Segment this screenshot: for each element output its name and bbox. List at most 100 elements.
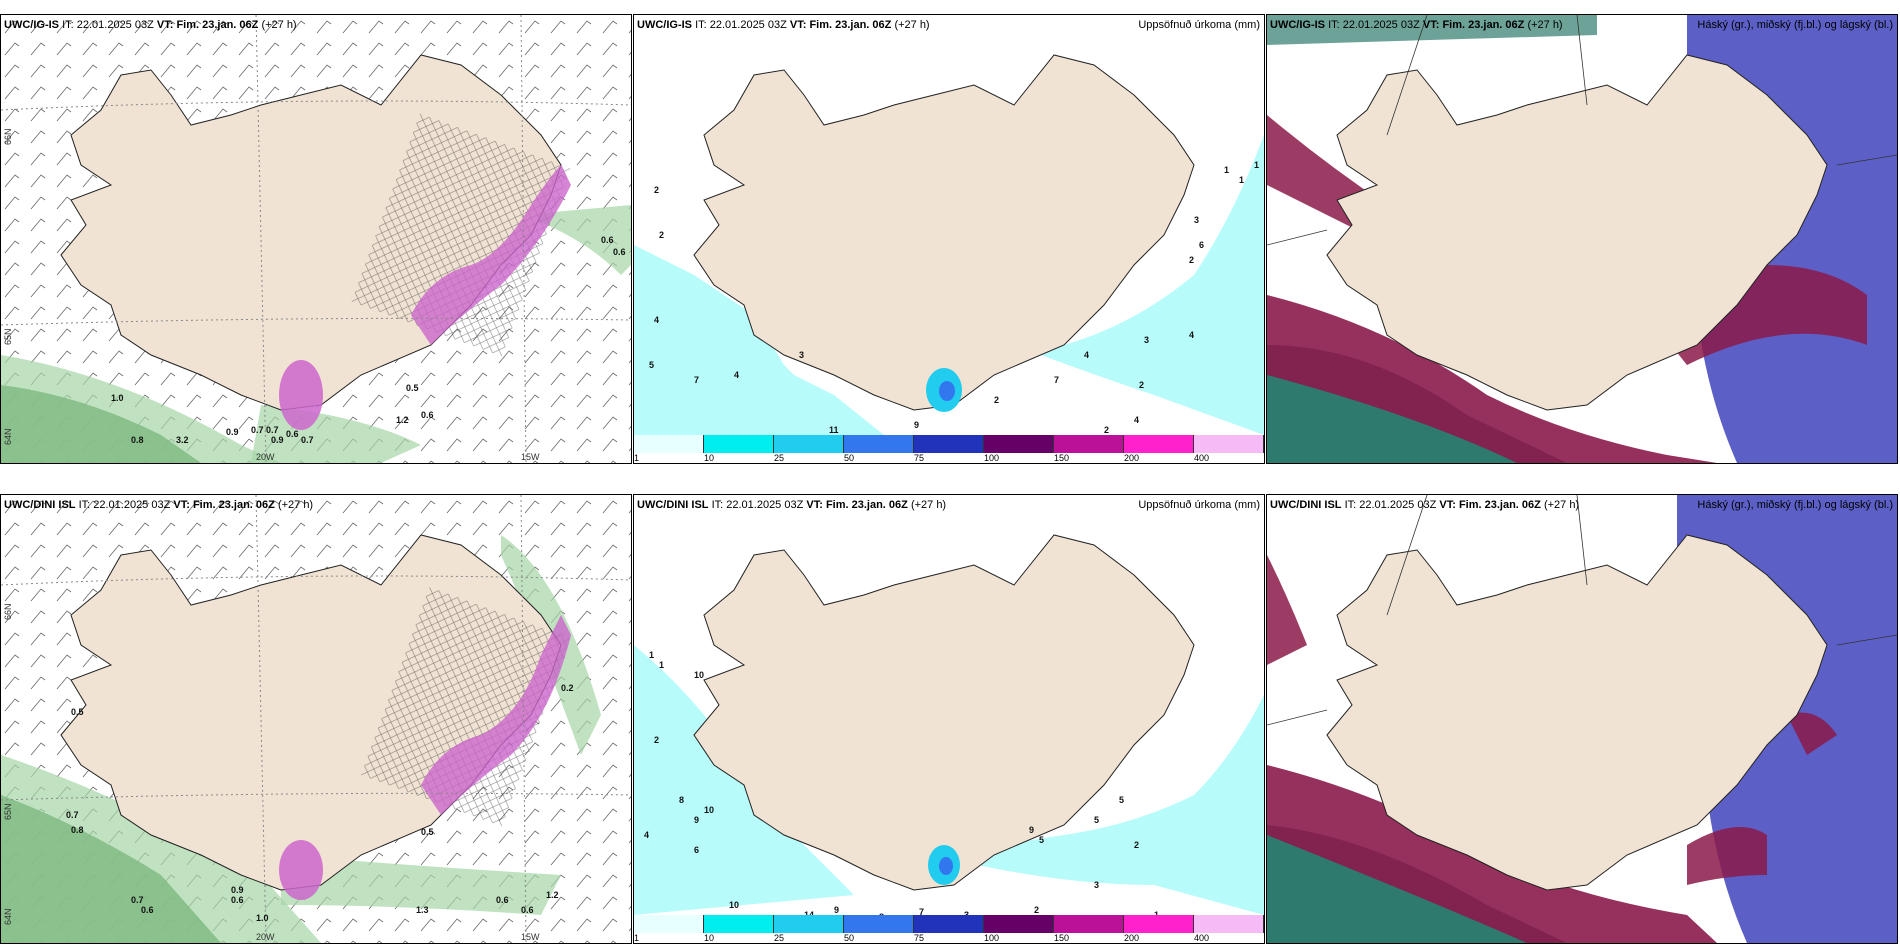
map-value-label: 9 (1029, 825, 1035, 835)
map-value-label: 4 (1084, 350, 1090, 360)
vt-label: VT: (789, 19, 807, 31)
map-value-label: 0.5 (406, 383, 419, 393)
map-value-label: 7 (1054, 375, 1060, 385)
map-value-label: 0.9 (226, 427, 239, 437)
map-value-label: 0.6 (421, 410, 434, 420)
map-value-label: 0.6 (521, 905, 534, 915)
map-value-label: 0.9 (231, 885, 244, 895)
map-value-label: 1 (1254, 160, 1260, 170)
cloud-map (1267, 495, 1897, 943)
lon-label-20w: 20W (256, 932, 275, 942)
panel-header: UWC/IG-IS IT: 22.01.2025 03Z VT: Fim. 23… (4, 19, 297, 31)
map-value-label: 0.9 (271, 435, 284, 445)
map-value-label: 10 (704, 805, 715, 815)
lat-label-65n: 65N (3, 803, 13, 820)
colorbar: 1 10 25 50 75 100 150 200 400 (634, 915, 1264, 943)
lat-label-64n: 64N (3, 428, 13, 445)
colorbar-tick: 1 (634, 453, 640, 463)
map-value-label: 3 (1194, 215, 1200, 225)
map-value-label: 9 (694, 815, 700, 825)
colorbar-tick: 100 (984, 453, 1000, 463)
colorbar-tick: 150 (1054, 453, 1070, 463)
map-value-label: 0.7 (131, 895, 144, 905)
vt-label: VT: (156, 19, 174, 31)
map-value-label: 2 (1104, 425, 1110, 435)
map-value-label: 3 (799, 350, 805, 360)
colorbar-segment (914, 435, 984, 453)
map-value-label: 4 (644, 830, 650, 840)
map-value-label: 2 (1134, 840, 1140, 850)
cloud-title: Háský (gr.), miðský (fj.bl.) og lágský (… (1697, 499, 1893, 511)
map-value-label: 3.2 (176, 435, 189, 445)
map-value-label: 0.2 (561, 683, 574, 693)
lead-time: (+27 h) (1543, 499, 1580, 511)
map-value-label: 2 (659, 230, 665, 240)
wind-map (1, 15, 631, 463)
panel-header: UWC/IG-IS IT: 22.01.2025 03Z VT: Fim. 23… (1270, 19, 1563, 31)
lat-label-64n: 64N (3, 908, 13, 925)
lead-time: (+27 h) (894, 19, 930, 31)
vt-label: VT: (1439, 499, 1456, 511)
map-value-label: 1.3 (416, 905, 429, 915)
it-label: IT: (78, 499, 91, 511)
map-value-label: 5 (1119, 795, 1125, 805)
map-value-label: 0.7 (266, 425, 279, 435)
map-value-label: 0.5 (71, 707, 84, 717)
map-value-label: 0.8 (71, 825, 84, 835)
vt-value: Fim. 23.jan. 06Z (1442, 19, 1525, 31)
map-value-label: 4 (654, 315, 660, 325)
it-value: 22.01.2025 03Z (1342, 19, 1420, 31)
wind-panel-dini: UWC/DINI ISL IT: 22.01.2025 03Z VT: Fim.… (0, 494, 632, 944)
colorbar-segment (704, 435, 774, 453)
colorbar-tick: 400 (1194, 933, 1210, 943)
colorbar-tick: 75 (914, 933, 925, 943)
colorbar-segment (984, 915, 1054, 933)
it-value: 22.01.2025 03Z (1359, 499, 1437, 511)
colorbar-tick: 25 (774, 453, 785, 463)
map-value-label: 1 (1224, 165, 1230, 175)
colorbar-tick: 75 (914, 453, 925, 463)
map-value-label: 4 (1189, 330, 1195, 340)
colorbar-segment (1194, 435, 1264, 453)
colorbar-tick: 50 (844, 453, 855, 463)
cloud-panel-igis: UWC/IG-IS IT: 22.01.2025 03Z VT: Fim. 23… (1266, 14, 1898, 464)
map-value-label: 7 (919, 907, 925, 917)
map-value-label: 1 (649, 650, 655, 660)
colorbar-segment (634, 435, 704, 453)
map-value-label: 4 (734, 370, 740, 380)
map-value-label: 0.6 (286, 429, 299, 439)
lat-label-66n: 66N (3, 128, 13, 145)
vt-value: Fim. 23.jan. 06Z (1458, 499, 1541, 511)
map-value-label: 0.8 (131, 435, 144, 445)
colorbar-segment (984, 435, 1054, 453)
map-value-label: 10 (729, 900, 740, 910)
colorbar-tick: 200 (1124, 933, 1140, 943)
panel-header: UWC/DINI ISL IT: 22.01.2025 03Z VT: Fim.… (637, 499, 946, 511)
wind-panel-igis: UWC/IG-IS IT: 22.01.2025 03Z VT: Fim. 23… (0, 14, 632, 464)
map-value-label: 8 (679, 795, 685, 805)
colorbar-segment (844, 915, 914, 933)
colorbar-tick: 50 (844, 933, 855, 943)
model-name: UWC/IG-IS (1270, 19, 1325, 31)
map-value-label: 0.6 (613, 247, 626, 257)
colorbar: 1 10 25 50 75 100 150 200 400 (634, 435, 1264, 463)
map-value-label: 9 (834, 905, 840, 915)
colorbar-tick: 400 (1194, 453, 1210, 463)
colorbar-segment (704, 915, 774, 933)
map-value-label: 2 (1139, 380, 1145, 390)
model-name: UWC/DINI ISL (637, 499, 709, 511)
model-name: UWC/DINI ISL (4, 499, 76, 511)
colorbar-tick: 1 (634, 933, 640, 943)
map-value-label: 0.6 (601, 235, 614, 245)
map-value-label: 1.0 (256, 913, 269, 923)
map-value-label: 0.7 (251, 425, 264, 435)
lead-time: (+27 h) (261, 19, 297, 31)
map-value-label: 5 (1039, 835, 1045, 845)
it-label: IT: (1344, 499, 1357, 511)
map-value-label: 3 (1144, 335, 1150, 345)
it-value: 22.01.2025 03Z (93, 499, 171, 511)
map-value-label: 0.6 (141, 905, 154, 915)
colorbar-segment (1054, 435, 1124, 453)
colorbar-segment (844, 435, 914, 453)
vt-value: Fim. 23.jan. 06Z (809, 19, 892, 31)
